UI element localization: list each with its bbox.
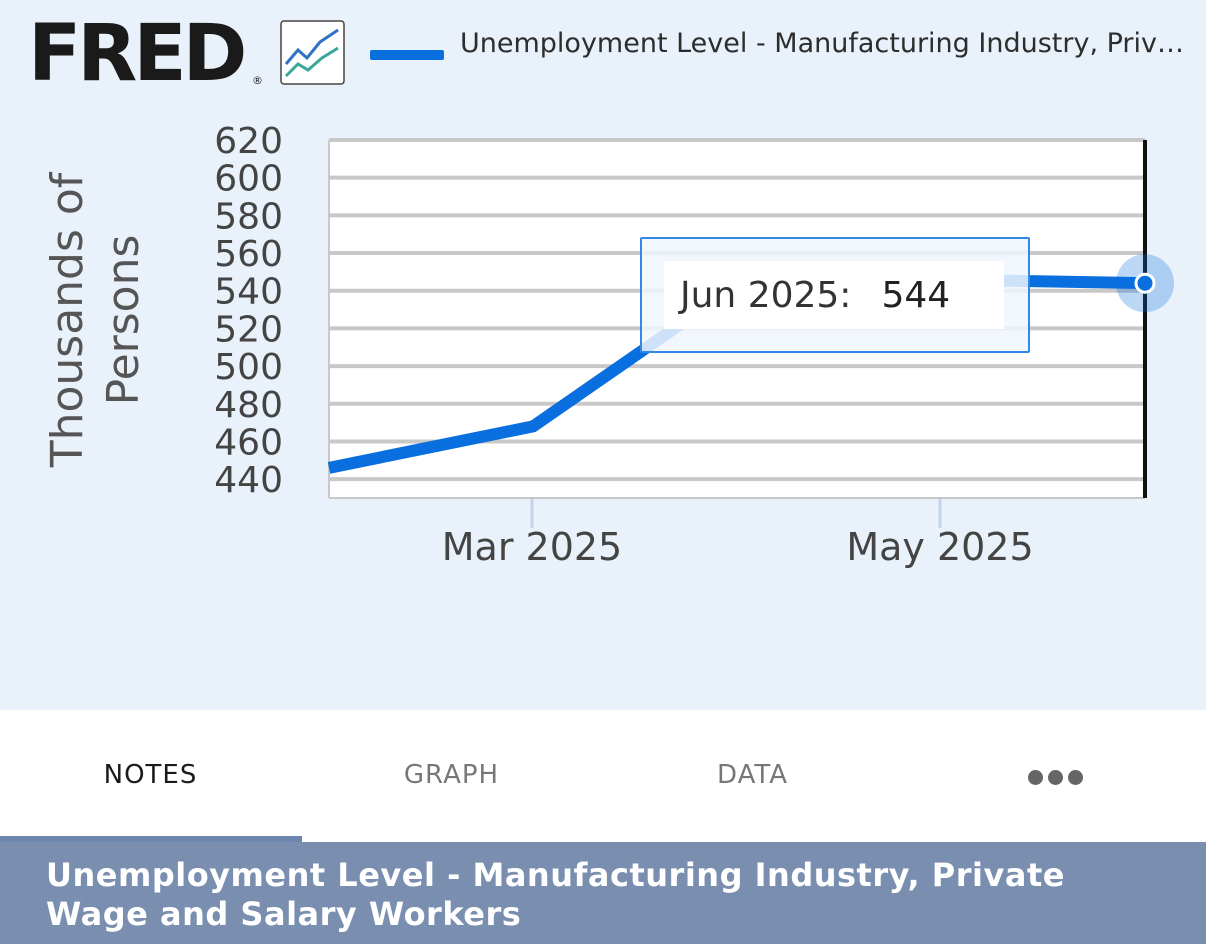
y-tick-label: 540 xyxy=(214,272,283,313)
y-tick-label: 460 xyxy=(214,422,283,463)
active-tab-indicator xyxy=(0,836,302,842)
highlighted-data-point[interactable] xyxy=(1134,272,1156,294)
fred-logo[interactable]: FRED xyxy=(28,9,247,99)
line-chart-icon xyxy=(280,20,345,85)
tooltip-date: Jun 2025: xyxy=(680,274,852,316)
chart-area: FRED ® Unemployment Level - Manufacturin… xyxy=(0,0,1206,710)
x-tick-label: May 2025 xyxy=(846,525,1033,569)
x-tick-label: Mar 2025 xyxy=(442,525,622,569)
tooltip: Jun 2025: 544 xyxy=(640,237,1030,353)
more-dot xyxy=(1048,770,1063,785)
tab-notes[interactable]: NOTES xyxy=(103,760,198,790)
series-title-bar: Unemployment Level - Manufacturing Indus… xyxy=(0,842,1206,944)
tooltip-content: Jun 2025: 544 xyxy=(664,261,1004,329)
registered-mark: ® xyxy=(252,74,263,87)
tab-data[interactable]: DATA xyxy=(717,760,788,790)
y-tick-label: 600 xyxy=(214,159,283,200)
tab-graph[interactable]: GRAPH xyxy=(403,760,500,790)
more-horizontal-icon[interactable] xyxy=(1020,770,1090,790)
y-tick-label: 560 xyxy=(214,234,283,275)
data-point[interactable] xyxy=(527,420,539,432)
tab-bar: NOTES GRAPH DATA xyxy=(0,710,1206,842)
y-tick-label: 580 xyxy=(214,196,283,237)
more-dot xyxy=(1068,770,1083,785)
y-tick-label: 500 xyxy=(214,347,283,388)
y-tick-label: 480 xyxy=(214,385,283,426)
more-dot xyxy=(1028,770,1043,785)
series-title: Unemployment Level - Manufacturing Indus… xyxy=(46,856,1065,933)
y-tick-label: 440 xyxy=(214,460,283,501)
data-point[interactable] xyxy=(323,462,335,474)
y-tick-label: 520 xyxy=(214,309,283,350)
legend-swatch xyxy=(370,50,444,60)
tooltip-value: 544 xyxy=(881,274,951,316)
y-tick-label: 620 xyxy=(214,121,283,162)
